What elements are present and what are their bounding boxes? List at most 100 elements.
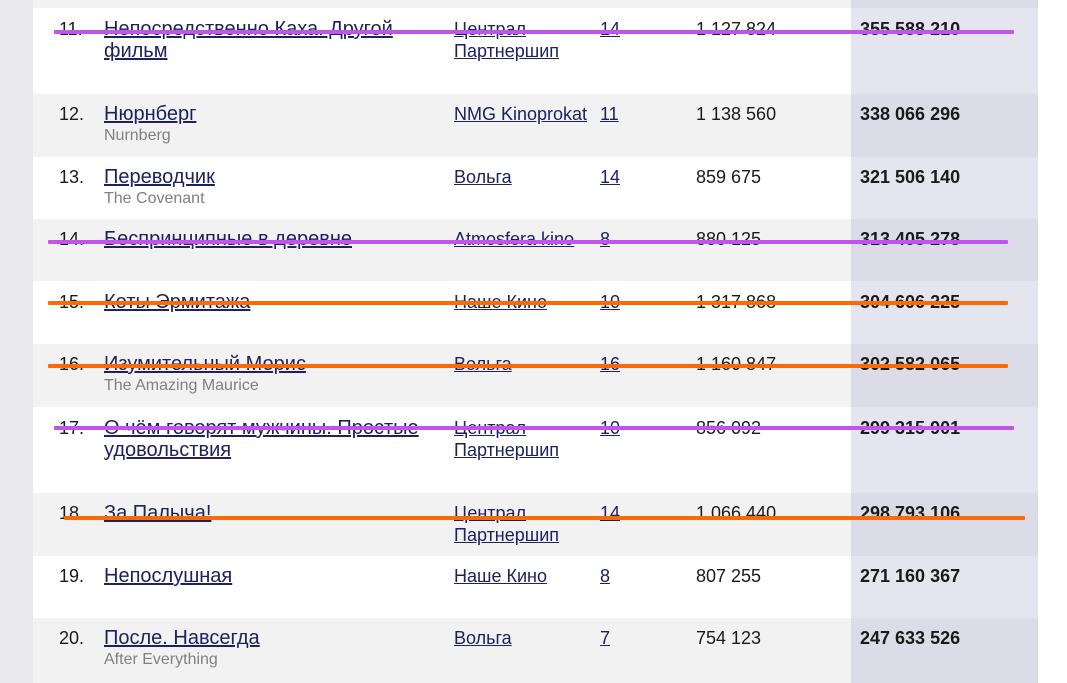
distributor-link[interactable]: Вольга	[454, 167, 512, 187]
rank-cell: 14.	[59, 229, 85, 249]
viewers-cell: 1 066 440	[696, 503, 777, 523]
gross-column-highlight	[851, 94, 1038, 157]
title-cell: Беспринципные в деревне	[104, 228, 449, 250]
distributor-cell: NMG Kinoprokat	[454, 103, 594, 125]
original-title: Nurnberg	[104, 127, 171, 144]
table-top-strip	[33, 0, 1038, 8]
original-title: After Everything	[104, 651, 218, 668]
table-row: 17. О чём говорят мужчины. Простые удово…	[33, 407, 1038, 493]
weeks-link[interactable]: 8	[600, 566, 611, 586]
table-row: 20. После. Навсегда After Everything Воль…	[33, 618, 1038, 683]
table-row: 13. Переводчик The Covenant Вольга 14 859…	[33, 157, 1038, 219]
movie-title-link[interactable]: После. Навсегда	[104, 627, 260, 649]
original-title: The Amazing Maurice	[104, 377, 259, 394]
gross-column-highlight	[851, 8, 1038, 94]
gross-column-highlight	[851, 556, 1038, 618]
weeks-cell: 14	[600, 502, 640, 524]
table-row: 18. За Палыча! Централ Партнершип 14 1 0…	[33, 493, 1038, 556]
gross-column-highlight	[851, 344, 1038, 407]
strike-line-row-14	[48, 240, 1008, 244]
distributor-link[interactable]: Централ Партнершип	[454, 19, 560, 61]
weeks-cell: 14	[600, 166, 640, 188]
weeks-cell: 11	[600, 103, 640, 125]
weeks-cell: 14	[600, 18, 640, 40]
table-row: 14. Беспринципные в деревне Atmosfera ki…	[33, 219, 1038, 281]
gross-column-highlight	[851, 219, 1038, 281]
viewers-cell: 1 127 824	[696, 19, 777, 39]
gross-cell: 247 633 526	[860, 628, 961, 648]
rank-cell: 20.	[59, 628, 85, 648]
weeks-cell: 8	[600, 228, 640, 250]
gross-cell: 338 066 296	[860, 104, 961, 124]
table-row: 15. Коты Эрмитажа Наше Кино 10 1 317 868…	[33, 281, 1038, 344]
rank-cell: 13.	[59, 167, 85, 187]
distributor-cell: Централ Партнершип	[454, 417, 594, 461]
table-row: 11. Непосредственно Каха. Другой фильм Ц…	[33, 8, 1038, 94]
viewers-cell: 859 675	[696, 167, 762, 187]
distributor-cell: Вольга	[454, 627, 594, 649]
distributor-link[interactable]: Atmosfera kino	[454, 229, 575, 249]
strike-line-row-17	[54, 426, 1014, 430]
gross-column-highlight	[851, 281, 1038, 344]
distributor-link[interactable]: NMG Kinoprokat	[454, 104, 588, 124]
table-row: 19. Непослушная Наше Кино 8 807 255 271 …	[33, 556, 1038, 618]
rank-cell: 11.	[59, 19, 83, 39]
distributor-link[interactable]: Наше Кино	[454, 566, 547, 586]
distributor-cell: Централ Партнершип	[454, 18, 594, 62]
gross-cell: 271 160 367	[860, 566, 961, 586]
title-cell: Нюрнберг Nurnberg	[104, 103, 449, 147]
title-cell: За Палыча!	[104, 502, 449, 524]
title-cell: Изумительный МорисThe Amazing Maurice	[104, 353, 449, 397]
viewers-cell: 807 255	[696, 566, 762, 586]
movie-title-link[interactable]: Нюрнберг	[104, 103, 197, 125]
distributor-cell: Централ Партнершип	[454, 502, 594, 546]
box-office-table: 11. Непосредственно Каха. Другой фильм Ц…	[33, 0, 1038, 683]
weeks-cell: 7	[600, 627, 640, 649]
viewers-cell: 754 123	[696, 628, 762, 648]
weeks-link[interactable]: 7	[600, 628, 611, 648]
distributor-cell: Atmosfera kino	[454, 228, 594, 250]
gross-cell: 321 506 140	[860, 167, 961, 187]
movie-title-link[interactable]: За Палыча!	[104, 502, 212, 524]
distributor-cell: Наше Кино	[454, 565, 594, 587]
gross-column-highlight	[851, 0, 1038, 8]
movie-title-link[interactable]: Непосредственно Каха. Другой фильм	[104, 18, 393, 62]
viewers-cell: 880 125	[696, 229, 762, 249]
title-cell: Переводчик The Covenant	[104, 166, 449, 210]
distributor-link[interactable]: Вольга	[454, 628, 512, 648]
table-row: 12. Нюрнберг Nurnberg NMG Kinoprokat 11 1…	[33, 94, 1038, 157]
rank-cell: 12.	[59, 104, 85, 124]
strike-line-row-16	[48, 364, 1008, 368]
weeks-cell: 8	[600, 565, 640, 587]
title-cell: О чём говорят мужчины. Простые удовольст…	[104, 417, 449, 461]
gross-cell: 313 405 278	[860, 229, 961, 249]
right-margin	[1038, 0, 1067, 683]
strike-line-row-18	[64, 516, 1025, 520]
movie-title-link[interactable]: Беспринципные в деревне	[104, 228, 352, 250]
weeks-link[interactable]: 14	[600, 19, 621, 39]
viewers-cell: 1 138 560	[696, 104, 777, 124]
gross-column-highlight	[851, 618, 1038, 683]
gross-cell: 298 793 106	[860, 503, 961, 523]
gross-column-highlight	[851, 407, 1038, 493]
weeks-link[interactable]: 14	[600, 503, 621, 523]
movie-title-link[interactable]: Переводчик	[104, 166, 215, 188]
movie-title-link[interactable]: Непослушная	[104, 565, 233, 587]
weeks-link[interactable]: 8	[600, 229, 611, 249]
weeks-link[interactable]: 14	[600, 167, 621, 187]
rank-cell: 18.	[59, 503, 85, 523]
gross-cell: 355 588 210	[860, 19, 961, 39]
gross-column-highlight	[851, 157, 1038, 219]
movie-title-link[interactable]: О чём говорят мужчины. Простые удовольст…	[104, 417, 419, 461]
distributor-cell: Вольга	[454, 166, 594, 188]
strike-line-row-11	[54, 30, 1014, 34]
title-cell: Непослушная	[104, 565, 449, 587]
table-row: 16. Изумительный МорисThe Amazing Mauric…	[33, 344, 1038, 407]
distributor-link[interactable]: Централ Партнершип	[454, 418, 560, 460]
distributor-link[interactable]: Централ Партнершип	[454, 503, 560, 545]
strike-line-row-15	[48, 301, 1008, 305]
gross-column-highlight	[851, 493, 1038, 556]
rank-cell: 19.	[59, 566, 85, 586]
weeks-link[interactable]: 11	[600, 104, 619, 124]
